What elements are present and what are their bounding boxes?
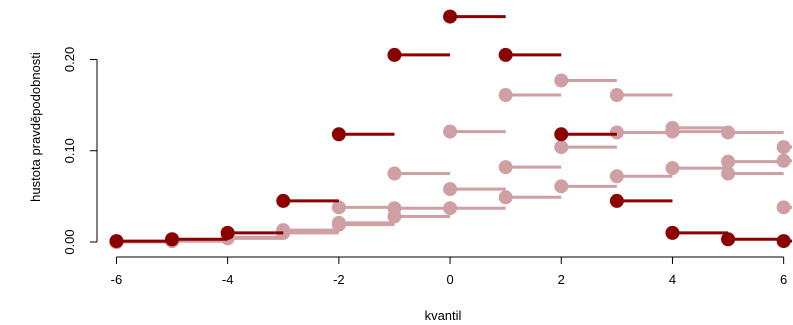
data-point: [721, 166, 736, 181]
data-point: [220, 225, 235, 240]
x-tick-label: 0: [446, 272, 453, 287]
data-point: [443, 124, 458, 139]
data-point: [331, 200, 346, 215]
data-point: [443, 182, 458, 197]
data-point: [721, 232, 736, 247]
data-point: [776, 140, 791, 155]
data-point: [443, 201, 458, 216]
data-point: [276, 224, 291, 239]
data-point: [109, 234, 124, 249]
data-point: [331, 217, 346, 232]
data-point: [609, 125, 624, 140]
y-axis-title: hustota pravděpodobnosti: [28, 52, 43, 202]
data-point: [554, 127, 569, 142]
data-point: [776, 200, 791, 215]
data-point: [498, 88, 513, 103]
data-point: [721, 125, 736, 140]
x-axis-title: kvantil: [425, 308, 462, 323]
y-tick-label: 0.20: [62, 47, 77, 72]
data-point: [331, 127, 346, 142]
chart-axes: -6 -4 -2 0 2 4 6 0.00 0.10 0.20: [62, 47, 787, 287]
data-point: [609, 193, 624, 208]
data-point: [776, 153, 791, 168]
data-point: [554, 73, 569, 88]
x-tick-label: 6: [780, 272, 787, 287]
series-3-light: [109, 153, 792, 249]
data-point: [665, 161, 680, 176]
x-tick-label: -6: [111, 272, 123, 287]
data-point: [554, 140, 569, 155]
data-point: [498, 47, 513, 62]
data-point: [498, 160, 513, 175]
y-tick-label: 0.00: [62, 229, 77, 254]
data-point: [665, 120, 680, 135]
data-point: [721, 154, 736, 169]
data-point: [498, 190, 513, 205]
chart-marks: [109, 9, 792, 249]
data-point: [609, 169, 624, 184]
series-0-dark: [109, 9, 792, 249]
x-tick-label: -2: [333, 272, 345, 287]
data-point: [276, 193, 291, 208]
y-ticks: 0.00 0.10 0.20: [62, 47, 97, 255]
data-point: [609, 88, 624, 103]
series-1-light: [109, 73, 792, 249]
data-point: [443, 9, 458, 24]
data-point: [554, 179, 569, 194]
x-tick-label: 4: [669, 272, 676, 287]
data-point: [776, 234, 791, 249]
data-point: [165, 232, 180, 247]
y-tick-label: 0.10: [62, 138, 77, 163]
data-point: [387, 166, 402, 181]
data-point: [387, 47, 402, 62]
x-tick-label: -4: [222, 272, 234, 287]
data-point: [665, 225, 680, 240]
data-point: [387, 209, 402, 224]
x-tick-label: 2: [558, 272, 565, 287]
x-ticks: -6 -4 -2 0 2 4 6: [111, 257, 787, 287]
series-2-light: [109, 120, 792, 249]
